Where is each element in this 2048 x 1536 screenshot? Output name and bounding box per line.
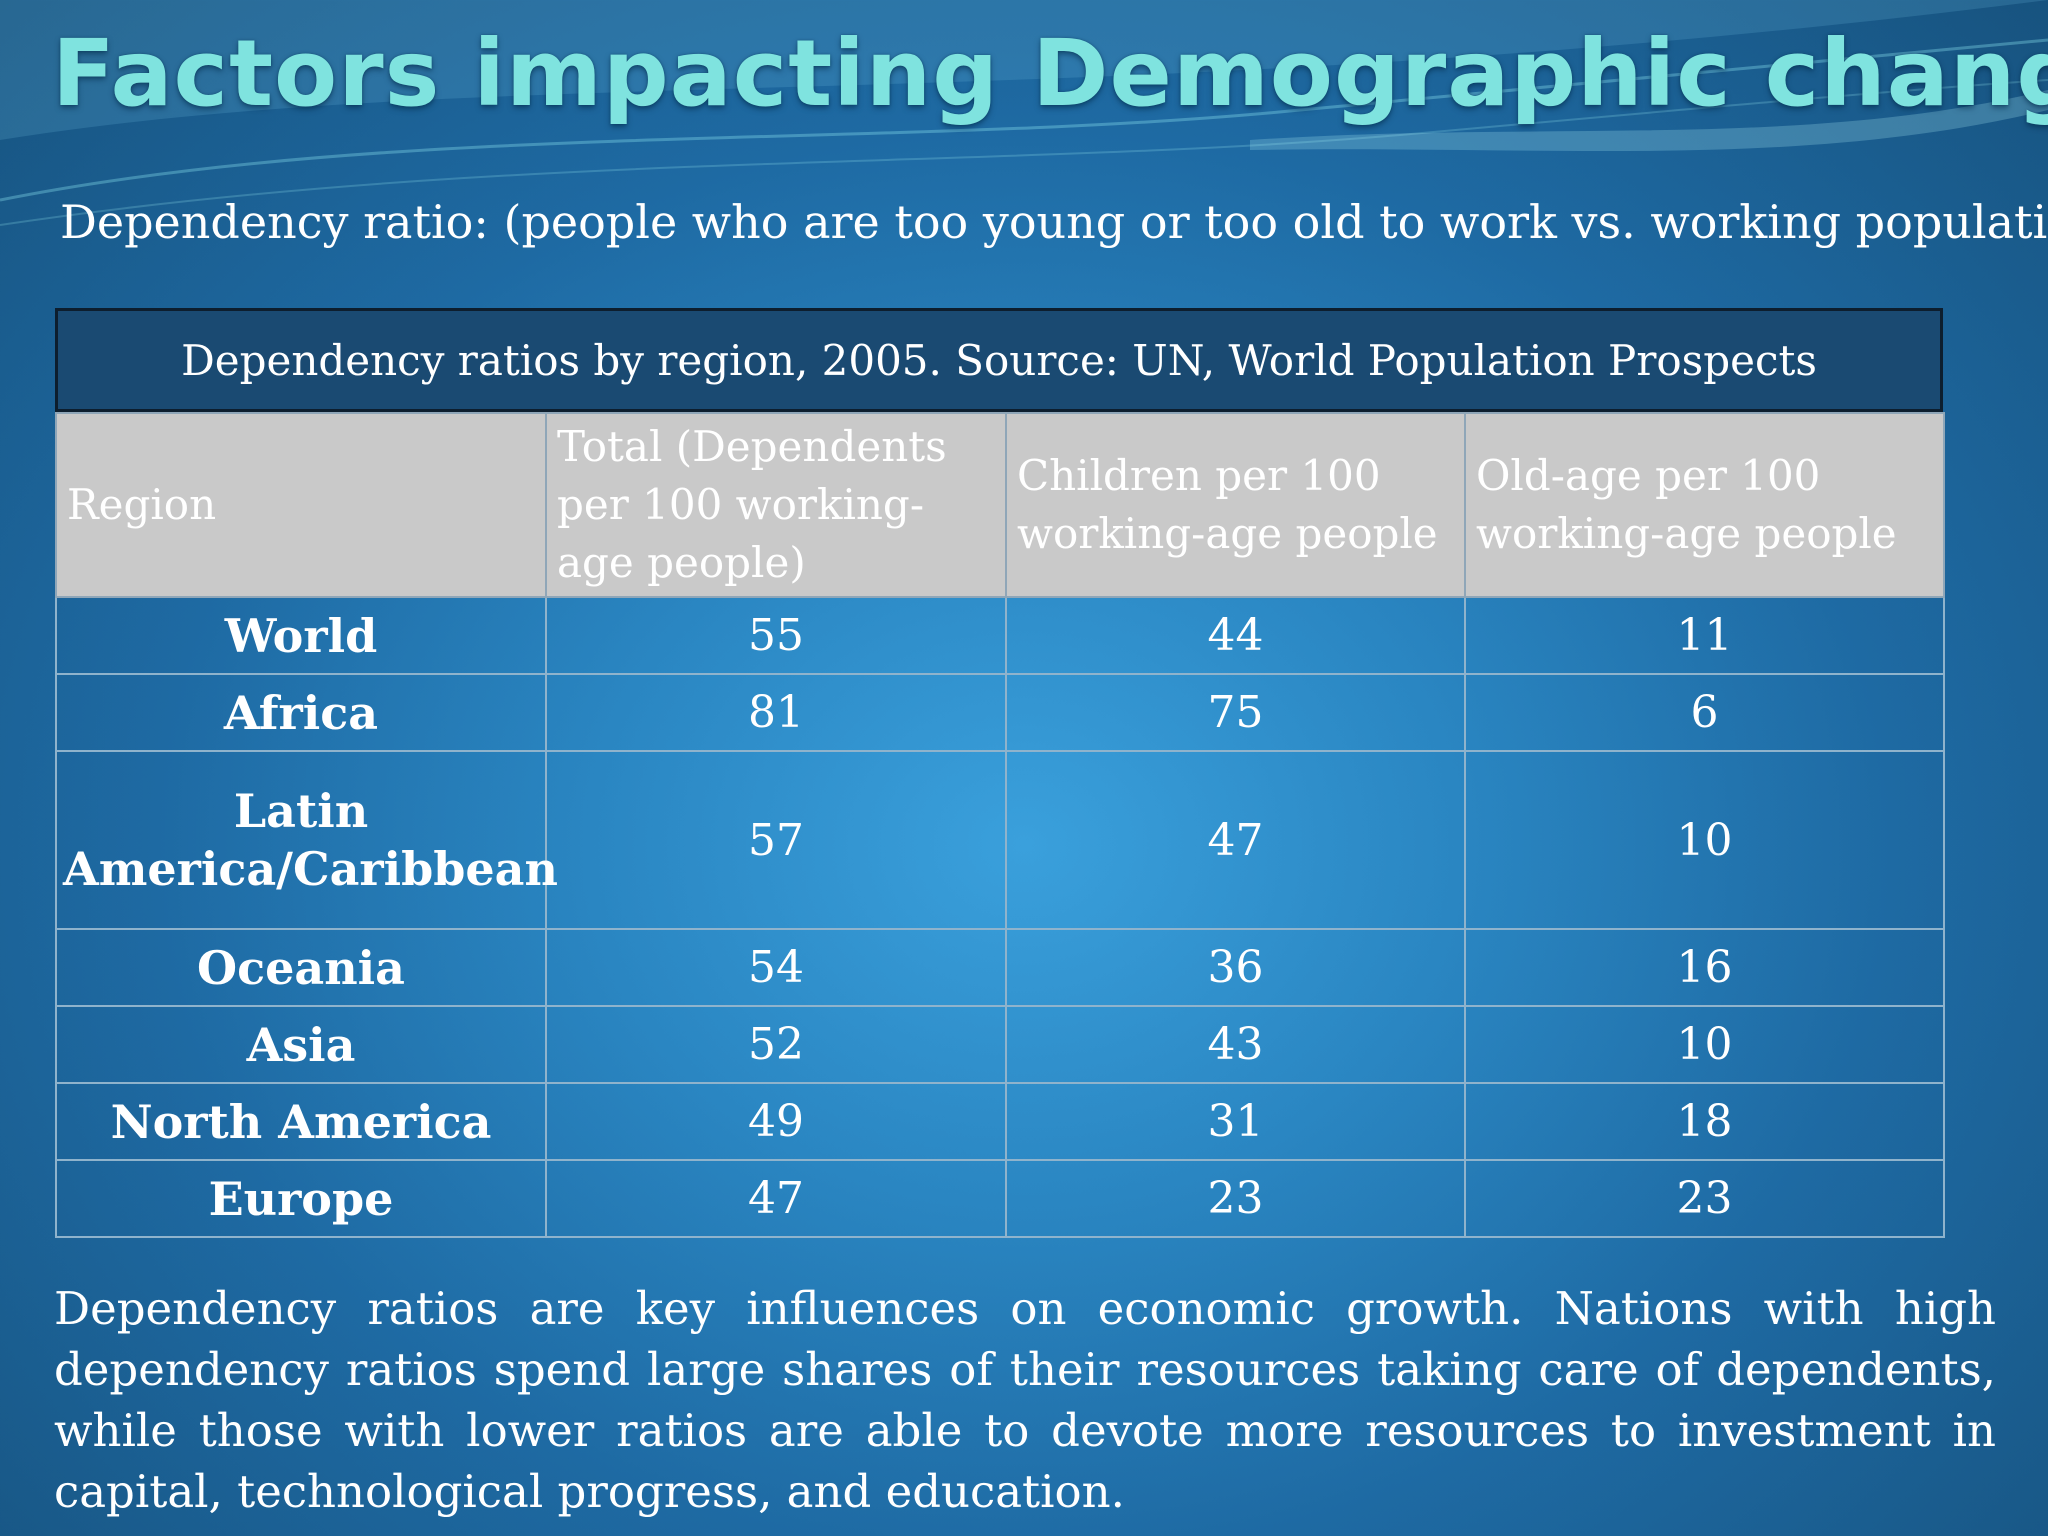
region-cell: North America: [55, 1082, 547, 1161]
total-cell: 54: [545, 928, 1007, 1007]
old-age-cell: 16: [1464, 928, 1945, 1007]
table-row: Latin America/Caribbean 57 47 10: [55, 750, 1945, 930]
old-age-cell: 10: [1464, 1005, 1945, 1084]
children-cell: 31: [1005, 1082, 1466, 1161]
region-cell: Europe: [55, 1159, 547, 1238]
table-caption: Dependency ratios by region, 2005. Sourc…: [55, 308, 1943, 412]
region-cell: Oceania: [55, 928, 547, 1007]
total-cell: 81: [545, 673, 1007, 752]
total-cell: 55: [545, 596, 1007, 675]
table-row: North America 49 31 18: [55, 1082, 1945, 1161]
children-cell: 36: [1005, 928, 1466, 1007]
children-cell: 75: [1005, 673, 1466, 752]
header-region: Region: [55, 412, 547, 598]
table-header-row: Region Total (Dependents per 100 working…: [55, 412, 1945, 598]
children-cell: 43: [1005, 1005, 1466, 1084]
header-old-age: Old-age per 100 working-age people: [1464, 412, 1945, 598]
slide-title: Factors impacting Demographic change: [52, 20, 2048, 127]
data-table: Region Total (Dependents per 100 working…: [55, 412, 1945, 1238]
old-age-cell: 11: [1464, 596, 1945, 675]
total-cell: 49: [545, 1082, 1007, 1161]
total-cell: 57: [545, 750, 1007, 930]
old-age-cell: 10: [1464, 750, 1945, 930]
old-age-cell: 23: [1464, 1159, 1945, 1238]
table-row: Africa 81 75 6: [55, 673, 1945, 752]
children-cell: 23: [1005, 1159, 1466, 1238]
children-cell: 44: [1005, 596, 1466, 675]
table-row: Europe 47 23 23: [55, 1159, 1945, 1238]
old-age-cell: 6: [1464, 673, 1945, 752]
subtitle: Dependency ratio: (people who are too yo…: [60, 195, 2048, 249]
old-age-cell: 18: [1464, 1082, 1945, 1161]
region-cell: Latin America/Caribbean: [55, 750, 558, 930]
table-row: Oceania 54 36 16: [55, 928, 1945, 1007]
total-cell: 47: [545, 1159, 1007, 1238]
table-row: Asia 52 43 10: [55, 1005, 1945, 1084]
table-row: World 55 44 11: [55, 596, 1945, 675]
region-cell: Asia: [55, 1005, 547, 1084]
region-cell: World: [55, 596, 547, 675]
children-cell: 47: [1005, 750, 1466, 930]
header-children: Children per 100 working-age people: [1005, 412, 1466, 598]
header-total: Total (Dependents per 100 working-age pe…: [545, 412, 1007, 598]
total-cell: 52: [545, 1005, 1007, 1084]
region-cell: Africa: [55, 673, 547, 752]
dependency-ratio-table: Dependency ratios by region, 2005. Sourc…: [55, 308, 1945, 1238]
body-paragraph: Dependency ratios are key influences on …: [54, 1282, 1996, 1518]
